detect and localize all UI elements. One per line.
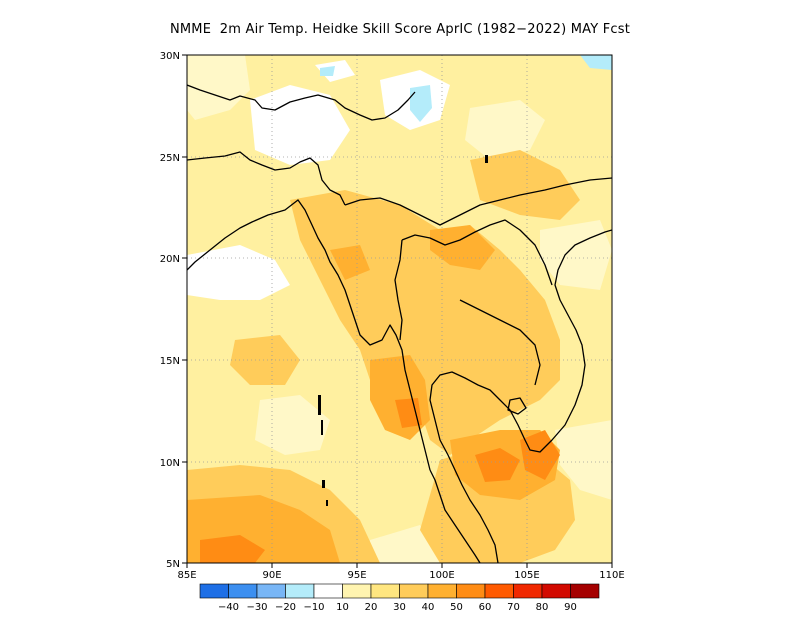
colorbar-swatch: [256, 583, 286, 599]
colorbar-label: 10: [336, 602, 349, 613]
thai-cambodia-border: [459, 299, 541, 386]
gulf-of-thailand-coast: [429, 229, 612, 563]
field-darkorange-laos: [430, 225, 495, 270]
lat-tick-label: 30N: [160, 51, 180, 62]
colorbar-label: −10: [303, 602, 324, 613]
field-cyan-tibet: [410, 85, 432, 122]
bay-of-bengal-coast: [187, 199, 431, 471]
colorbar-swatch: [427, 583, 457, 599]
lon-tick-label: 105E: [514, 570, 539, 581]
colorbar-swatch: [399, 583, 429, 599]
lat-tick-label: 20N: [160, 254, 180, 265]
coastlines: [187, 84, 612, 563]
colorbar-swatch: [456, 583, 486, 599]
colorbar-label: 30: [393, 602, 406, 613]
colorbar-swatch: [342, 583, 372, 599]
colorbar-swatch: [370, 583, 400, 599]
field-darkorange-myanmar: [330, 245, 370, 280]
lon-tick-label: 90E: [262, 570, 281, 581]
axis-ticks: [182, 54, 613, 568]
colorbar-label: 50: [450, 602, 463, 613]
colorbar-label: 60: [479, 602, 492, 613]
gangetic-border: [187, 151, 346, 206]
tonle-sap: [507, 397, 527, 415]
field-redorange-1: [475, 448, 520, 482]
lon-tick-label: 100E: [429, 570, 454, 581]
colorbar-swatch: [570, 583, 600, 599]
himalaya-border: [187, 84, 416, 121]
field-redorange-3: [200, 535, 265, 563]
field-light-andaman: [255, 395, 330, 455]
lat-tick-label: 10N: [160, 458, 180, 469]
lon-tick-label: 95E: [347, 570, 366, 581]
colorbar-label: 40: [422, 602, 435, 613]
lat-labels: 30N 25N 20N 15N 10N 5N: [160, 51, 180, 570]
gridlines: [187, 55, 612, 563]
colorbar-labels: −40 −30 −20 −10 10 20 30 40 50 60 70 80 90: [218, 602, 577, 613]
colorbar-label: −30: [246, 602, 267, 613]
field-redorange-4: [395, 398, 422, 428]
colorbar-swatch: [541, 583, 571, 599]
field-light-nw: [187, 55, 250, 120]
lon-tick-label: 85E: [177, 570, 196, 581]
field-light-yunnan: [465, 100, 545, 160]
colorbar-swatch: [199, 583, 229, 599]
field-white-himalaya: [250, 85, 350, 165]
field-orange-se-china: [470, 150, 580, 220]
islands: [318, 155, 488, 506]
field-light-s: [365, 525, 440, 563]
colorbar-swatch: [228, 583, 258, 599]
malay-peninsula-west: [429, 469, 481, 563]
colorbar-swatch: [513, 583, 543, 599]
laos-border: [401, 219, 553, 286]
colorbar-label: 70: [507, 602, 520, 613]
colorbar-label: −40: [218, 602, 239, 613]
chart-title: NMME 2m Air Temp. Heidke Skill Score Apr…: [169, 22, 631, 37]
skill-field: [187, 55, 612, 563]
field-light-scs: [555, 420, 612, 500]
colorbar-label: 20: [365, 602, 378, 613]
plot-frame: [186, 54, 613, 564]
field-white-small: [315, 60, 355, 82]
colorbar-swatch: [313, 583, 343, 599]
thailand-west-border: [394, 239, 403, 341]
lat-tick-label: 5N: [166, 559, 180, 570]
field-cyan-small: [320, 66, 335, 76]
lon-tick-label: 110E: [599, 570, 624, 581]
lat-tick-label: 15N: [160, 356, 180, 367]
field-cyan-ne: [580, 55, 612, 70]
colorbar-label: 90: [564, 602, 577, 613]
colorbar-label: 80: [536, 602, 549, 613]
field-white-bay: [187, 245, 290, 300]
colorbar-swatch: [285, 583, 315, 599]
colorbar: [199, 583, 600, 599]
china-border: [344, 177, 612, 226]
colorbar-swatch: [484, 583, 514, 599]
colorbar-label: −20: [275, 602, 296, 613]
field-orange-bay: [230, 335, 300, 385]
lon-labels: 85E 90E 95E 100E 105E 110E: [177, 570, 624, 581]
lat-tick-label: 25N: [160, 153, 180, 164]
